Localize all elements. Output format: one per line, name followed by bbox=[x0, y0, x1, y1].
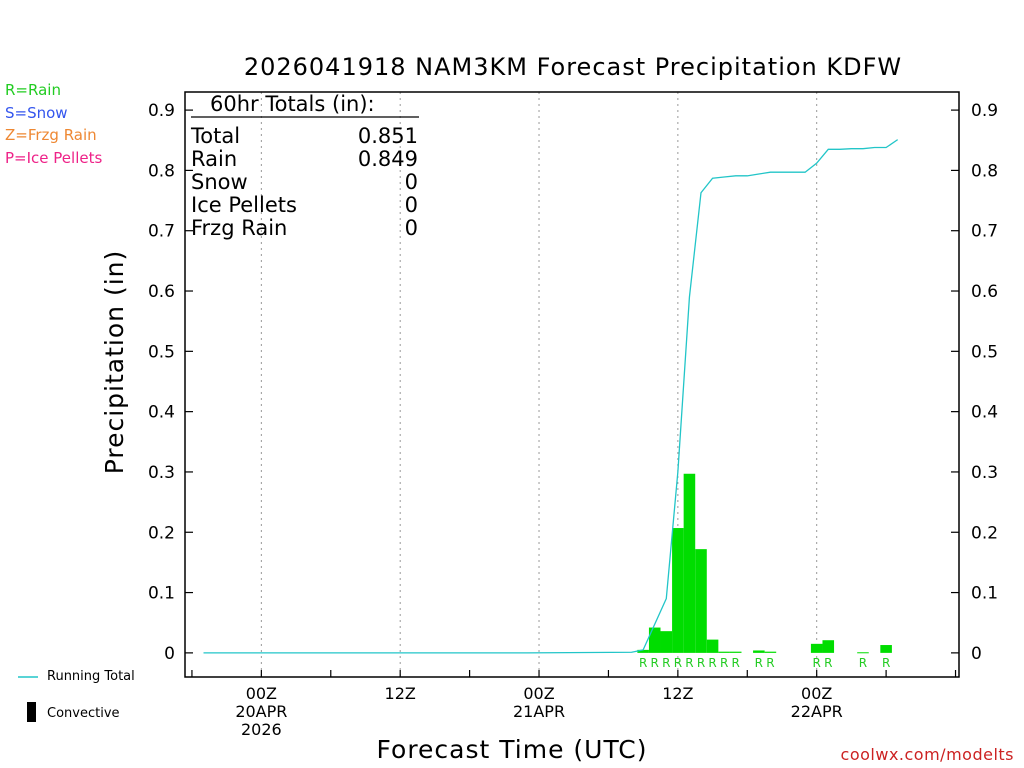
precip-bar bbox=[683, 473, 696, 653]
x-tick-label: 00Z bbox=[523, 684, 554, 703]
precip-bar bbox=[857, 652, 869, 654]
precip-type-label: R bbox=[651, 656, 659, 670]
precip-bar bbox=[672, 528, 684, 653]
y-tick-label-right: 0.9 bbox=[971, 101, 998, 121]
running-total-legend-label: Running Total bbox=[47, 669, 135, 684]
precip-bar bbox=[637, 649, 649, 653]
totals-label-frzg-rain: Frzg Rain bbox=[191, 216, 287, 240]
totals-label-ice-pellets: Ice Pellets bbox=[191, 193, 297, 217]
x-tick-label: 00Z bbox=[801, 684, 832, 703]
y-tick-label-right: 0.4 bbox=[971, 403, 998, 423]
precip-type-label: R bbox=[824, 656, 832, 670]
y-tick-label-left: 0.3 bbox=[148, 463, 175, 483]
precip-type-label: R bbox=[813, 656, 821, 670]
x-tick-label: 21APR bbox=[513, 702, 565, 721]
totals-label-rain: Rain bbox=[191, 147, 237, 171]
totals-value-frzg-rain: 0 bbox=[405, 216, 418, 240]
x-tick-label: 12Z bbox=[662, 684, 693, 703]
y-tick-label-left: 0.9 bbox=[148, 101, 175, 121]
y-tick-label-left: 0.4 bbox=[148, 403, 175, 423]
totals-value-rain: 0.849 bbox=[358, 147, 418, 171]
precip-type-label: R bbox=[755, 656, 763, 670]
legend-frzg-rain: Z=Frzg Rain bbox=[5, 126, 97, 144]
y-tick-label-left: 0.8 bbox=[148, 161, 175, 181]
chart-title: 2026041918 NAM3KM Forecast Precipitation… bbox=[244, 53, 902, 81]
precip-bar bbox=[729, 651, 742, 653]
precip-bar bbox=[753, 650, 765, 653]
y-tick-label-right: 0.8 bbox=[971, 161, 998, 181]
precip-bar bbox=[822, 640, 835, 653]
y-tick-label-left: 0 bbox=[164, 644, 175, 664]
precip-bar bbox=[810, 643, 823, 653]
y-tick-label-right: 0.5 bbox=[971, 342, 998, 362]
y-axes: 0 00.1 0.10.2 0.20.3 0.30.4 0.40.5 0.50.6 0.60.… bbox=[148, 101, 998, 664]
totals-label-total: Total bbox=[190, 124, 240, 148]
x-tick-label: 00Z bbox=[246, 684, 277, 703]
precip-type-label: R bbox=[708, 656, 716, 670]
precip-type-label: R bbox=[720, 656, 728, 670]
plot-frame bbox=[184, 91, 960, 678]
precip-type-label: R bbox=[697, 656, 705, 670]
y-tick-label-left: 0.1 bbox=[148, 584, 175, 604]
y-tick-label-left: 0.2 bbox=[148, 523, 175, 543]
totals-value-total: 0.851 bbox=[358, 124, 418, 148]
y-tick-label-right: 0.7 bbox=[971, 222, 998, 242]
grid-lines bbox=[260, 92, 818, 677]
x-tick-label: 2026 bbox=[241, 720, 282, 739]
precip-type-label: R bbox=[662, 656, 670, 670]
convective-legend-label: Convective bbox=[47, 706, 120, 721]
precip-type-label: R bbox=[685, 656, 693, 670]
y-tick-label-right: 0.2 bbox=[971, 523, 998, 543]
x-tick-label: 20APR bbox=[235, 702, 287, 721]
site-credit: coolwx.com/modelts bbox=[840, 745, 1014, 764]
x-tick-label: 12Z bbox=[385, 684, 416, 703]
precip-type-label: R bbox=[882, 656, 890, 670]
y-axis-title: Precipitation (in) bbox=[100, 250, 129, 475]
totals-label-snow: Snow bbox=[191, 170, 248, 194]
x-tick-label: 22APR bbox=[791, 702, 843, 721]
precip-type-label: R bbox=[766, 656, 774, 670]
totals-value-ice-pellets: 0 bbox=[405, 193, 418, 217]
precip-type-label: R bbox=[859, 656, 867, 670]
precip-bar bbox=[718, 651, 730, 653]
totals-value-snow: 0 bbox=[405, 170, 418, 194]
totals-box: 60hr Totals (in): Total 0.851 Rain 0.849… bbox=[190, 92, 419, 240]
precip-type-label: R bbox=[639, 656, 647, 670]
convective-legend-swatch bbox=[27, 702, 36, 722]
y-tick-label-left: 0.5 bbox=[148, 342, 175, 362]
y-tick-label-right: 0 bbox=[971, 644, 982, 664]
y-tick-label-left: 0.7 bbox=[148, 222, 175, 242]
legend-ice-pellets: P=Ice Pellets bbox=[5, 149, 103, 167]
running-total-series bbox=[203, 139, 899, 654]
precip-bar bbox=[648, 627, 661, 653]
precip-type-label: R bbox=[674, 656, 682, 670]
running-total-line bbox=[203, 139, 899, 654]
y-tick-label-right: 0.3 bbox=[971, 463, 998, 483]
precip-bar bbox=[764, 651, 777, 653]
y-tick-label-left: 0.6 bbox=[148, 282, 175, 302]
precip-bar bbox=[706, 639, 719, 653]
precip-type-label: R bbox=[732, 656, 740, 670]
precip-bars bbox=[637, 473, 892, 654]
x-axis-title: Forecast Time (UTC) bbox=[377, 735, 648, 764]
legend-snow: S=Snow bbox=[5, 104, 68, 122]
precip-bar bbox=[695, 549, 707, 653]
legend-rain: R=Rain bbox=[5, 81, 61, 99]
precip-bar bbox=[660, 631, 673, 653]
y-tick-label-right: 0.1 bbox=[971, 584, 998, 604]
totals-header: 60hr Totals (in): bbox=[210, 92, 375, 116]
y-tick-label-right: 0.6 bbox=[971, 282, 998, 302]
precip-bar bbox=[880, 645, 892, 653]
